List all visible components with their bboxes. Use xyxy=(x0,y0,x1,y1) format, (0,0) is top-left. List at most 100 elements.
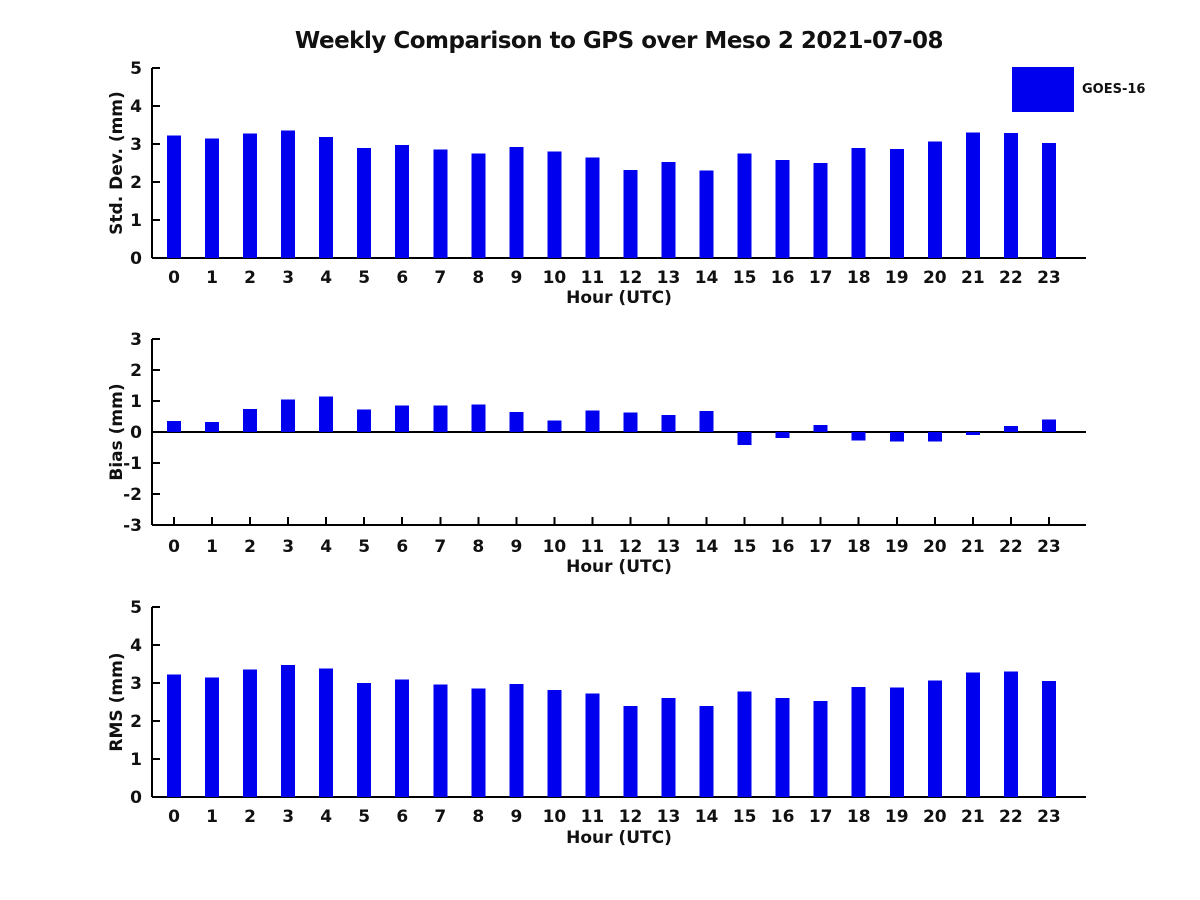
x-tick-label: 22 xyxy=(999,537,1023,557)
bar-bias-hour-19 xyxy=(889,432,904,442)
x-tick-label: 14 xyxy=(695,807,719,827)
bar-rms-hour-4 xyxy=(319,668,334,797)
legend: GOES-16 xyxy=(1012,67,1145,112)
rms-x-axis-label: Hour (UTC) xyxy=(566,828,672,848)
x-tick-label: 7 xyxy=(434,268,446,288)
bar-stddev-hour-18 xyxy=(851,147,866,258)
bar-stddev-hour-11 xyxy=(585,157,600,258)
bar-stddev-hour-8 xyxy=(471,153,486,258)
x-tick-label: 6 xyxy=(396,807,408,827)
x-tick-label: 14 xyxy=(695,537,719,557)
y-tick-label: 2 xyxy=(130,173,142,193)
x-tick-label: 17 xyxy=(809,537,833,557)
bar-bias-hour-4 xyxy=(319,396,334,432)
x-tick-label: 22 xyxy=(999,807,1023,827)
x-tick-label: 17 xyxy=(809,807,833,827)
x-tick-label: 23 xyxy=(1037,268,1061,288)
bar-bias-hour-17 xyxy=(813,425,828,432)
x-tick-label: 3 xyxy=(282,268,294,288)
bar-stddev-hour-17 xyxy=(813,163,828,258)
x-tick-label: 7 xyxy=(434,807,446,827)
bar-stddev-hour-7 xyxy=(433,149,448,258)
bar-bias-hour-15 xyxy=(737,432,752,446)
bar-rms-hour-6 xyxy=(395,679,410,797)
x-tick-label: 4 xyxy=(320,268,332,288)
bar-stddev-hour-10 xyxy=(547,151,562,258)
x-tick-label: 23 xyxy=(1037,807,1061,827)
x-tick-label: 7 xyxy=(434,537,446,557)
y-tick-label: 2 xyxy=(130,361,142,381)
y-tick-label: 3 xyxy=(130,674,142,694)
y-tick-label: 5 xyxy=(130,598,142,618)
bar-rms-hour-22 xyxy=(1003,671,1018,797)
bar-rms-hour-23 xyxy=(1041,681,1056,797)
bar-stddev-hour-19 xyxy=(889,148,904,258)
figure-title: Weekly Comparison to GPS over Meso 2 202… xyxy=(294,28,944,54)
x-tick-label: 18 xyxy=(847,268,871,288)
x-tick-label: 18 xyxy=(847,807,871,827)
bar-rms-hour-5 xyxy=(357,683,372,797)
x-tick-label: 15 xyxy=(733,537,757,557)
bar-stddev-hour-14 xyxy=(699,170,714,258)
x-tick-label: 21 xyxy=(961,537,985,557)
x-tick-label: 9 xyxy=(510,807,522,827)
bar-bias-hour-9 xyxy=(509,411,524,432)
bar-bias-hour-16 xyxy=(775,432,790,438)
bar-rms-hour-16 xyxy=(775,698,790,797)
bar-stddev-hour-0 xyxy=(167,135,181,258)
y-tick-label: 0 xyxy=(130,249,142,269)
x-tick-label: 2 xyxy=(244,537,256,557)
y-tick-label: 3 xyxy=(130,135,142,155)
y-tick-label: 0 xyxy=(130,788,142,808)
bar-bias-hour-8 xyxy=(471,404,486,432)
bar-rms-hour-14 xyxy=(699,706,714,797)
x-tick-label: 10 xyxy=(543,537,567,557)
bar-stddev-hour-4 xyxy=(319,136,334,258)
rms-y-axis-label: RMS (mm) xyxy=(107,652,127,752)
bar-bias-hour-22 xyxy=(1003,425,1018,432)
legend-swatch-goes16 xyxy=(1012,67,1074,112)
x-tick-label: 1 xyxy=(206,807,218,827)
stddev-x-axis-label: Hour (UTC) xyxy=(566,288,672,308)
y-tick-label: -1 xyxy=(123,454,142,474)
y-tick-label: 2 xyxy=(130,712,142,732)
x-tick-label: 12 xyxy=(619,537,643,557)
x-tick-label: 22 xyxy=(999,268,1023,288)
x-tick-label: 20 xyxy=(923,537,947,557)
x-tick-label: 1 xyxy=(206,537,218,557)
x-tick-label: 1 xyxy=(206,268,218,288)
bar-rms-hour-13 xyxy=(661,698,676,797)
bar-rms-hour-19 xyxy=(889,687,904,797)
x-tick-label: 9 xyxy=(510,537,522,557)
x-tick-label: 14 xyxy=(695,268,719,288)
bar-bias-hour-7 xyxy=(433,405,448,432)
bar-rms-hour-17 xyxy=(813,701,828,797)
bar-stddev-hour-5 xyxy=(357,147,372,258)
y-tick-label: 4 xyxy=(130,636,142,656)
x-tick-label: 16 xyxy=(771,807,795,827)
x-tick-label: 15 xyxy=(733,807,757,827)
x-tick-label: 8 xyxy=(472,537,484,557)
bar-rms-hour-1 xyxy=(205,677,220,797)
bar-rms-hour-8 xyxy=(471,688,486,797)
bar-rms-hour-3 xyxy=(281,664,296,797)
x-tick-label: 15 xyxy=(733,268,757,288)
x-tick-label: 21 xyxy=(961,268,985,288)
bar-rms-hour-18 xyxy=(851,686,866,797)
x-tick-label: 3 xyxy=(282,807,294,827)
bar-bias-hour-21 xyxy=(965,432,980,436)
x-tick-label: 20 xyxy=(923,807,947,827)
y-tick-label: 1 xyxy=(130,211,142,231)
rms-bars xyxy=(167,664,1056,797)
y-tick-label: 0 xyxy=(130,423,142,443)
y-tick-label: -3 xyxy=(123,516,142,536)
bar-stddev-hour-15 xyxy=(737,153,752,258)
legend-label-goes16: GOES-16 xyxy=(1082,82,1146,97)
x-tick-label: 11 xyxy=(581,537,605,557)
bar-stddev-hour-3 xyxy=(281,130,296,258)
